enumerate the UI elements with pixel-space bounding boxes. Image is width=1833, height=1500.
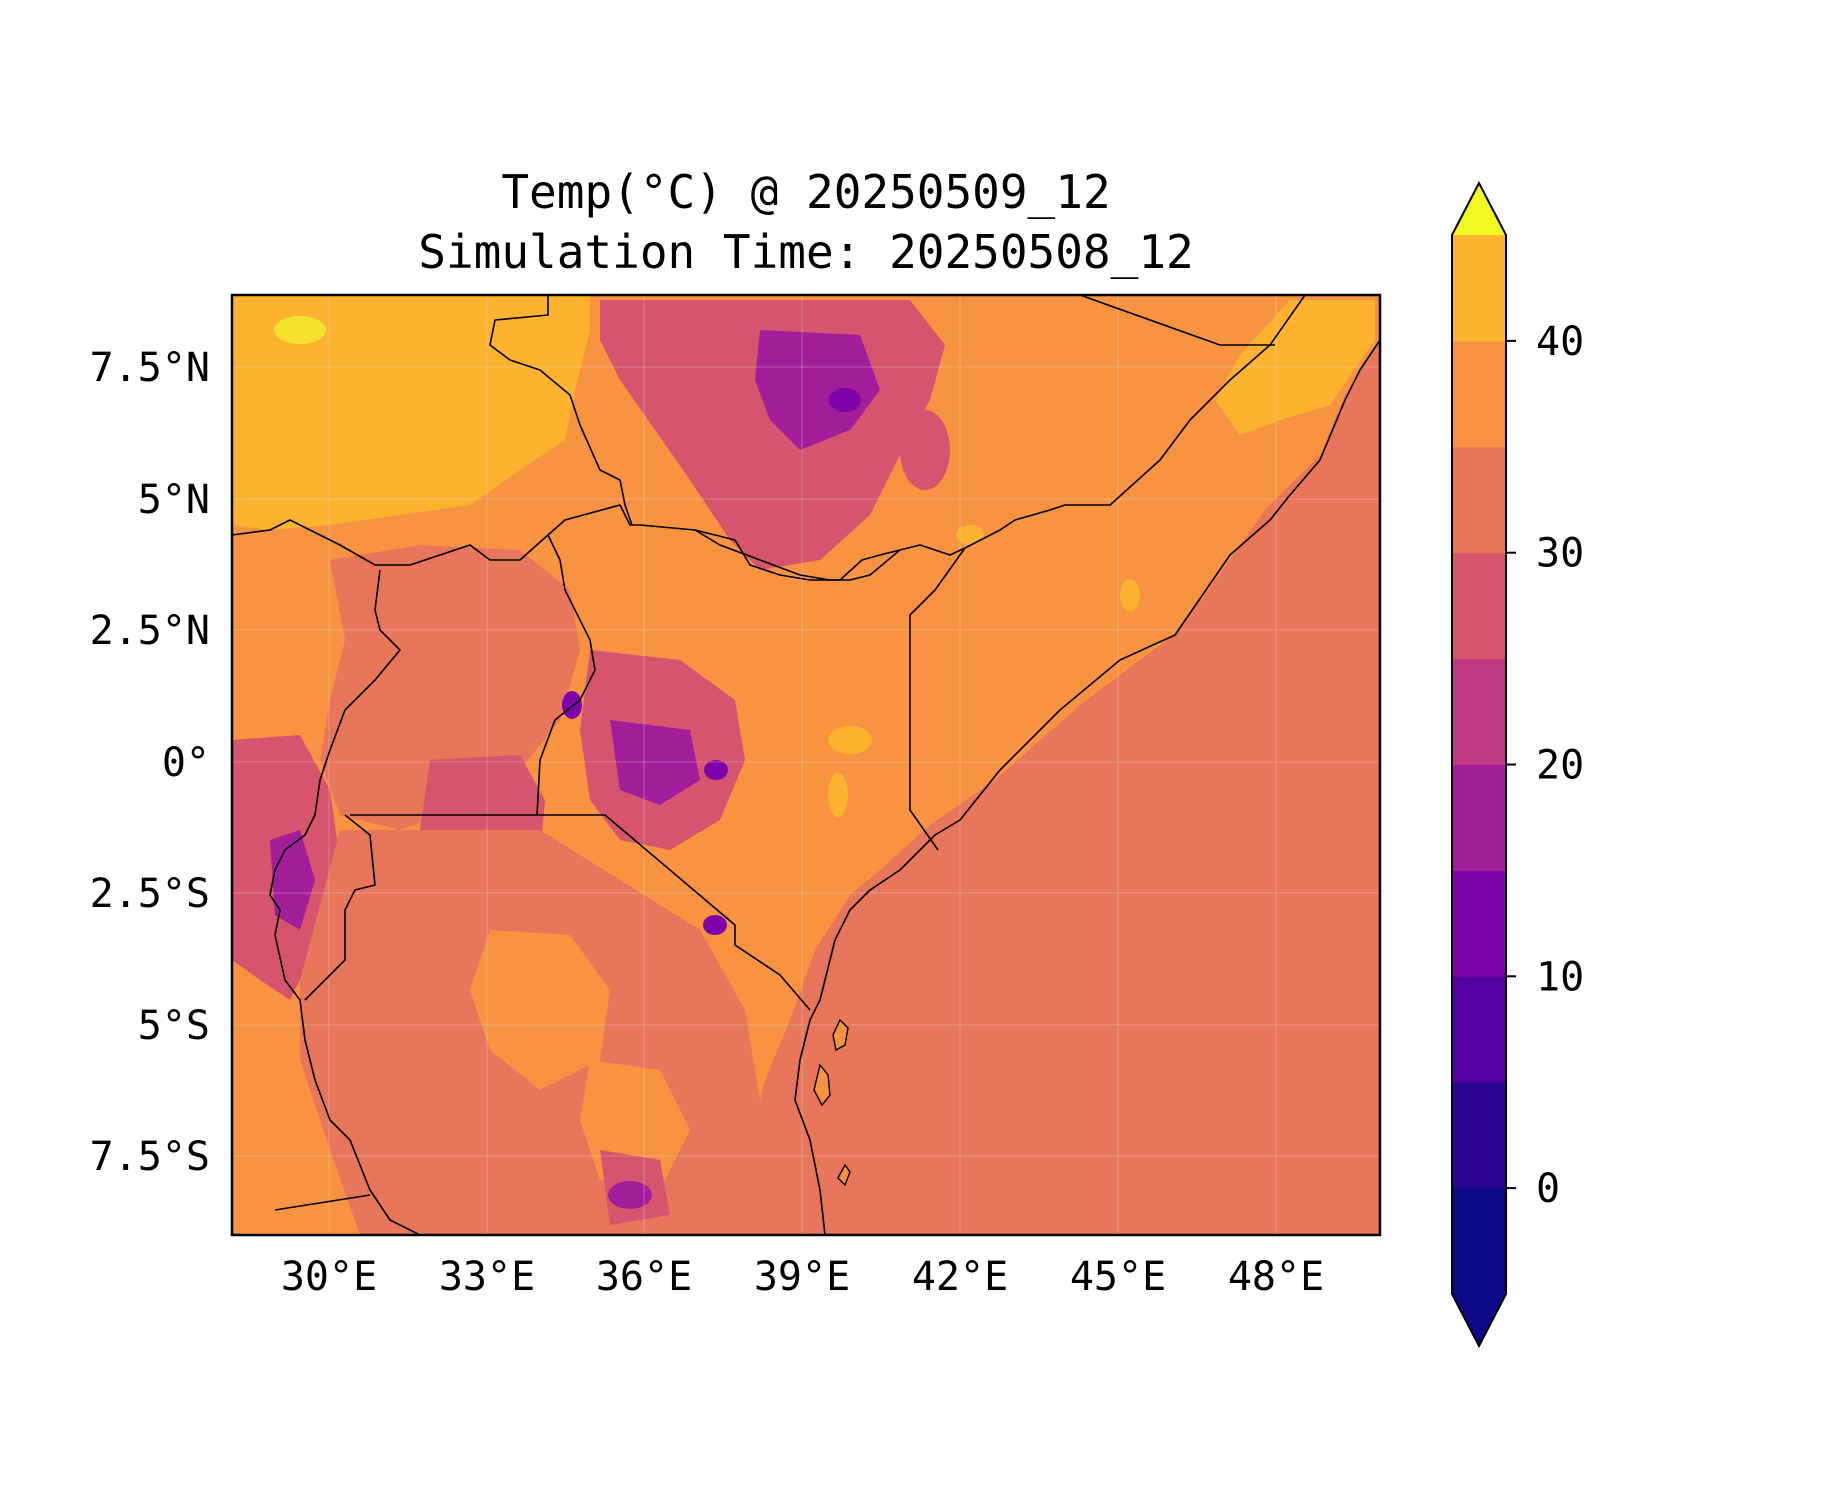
colorbar-band <box>1452 446 1506 554</box>
ethiopian-ridge-east <box>900 410 950 490</box>
rwanda-burundi-border <box>304 814 376 1001</box>
hot-patch-kenya-east <box>828 726 872 754</box>
uganda-drc-border <box>304 569 401 836</box>
hot-patch-north <box>274 316 326 344</box>
y-tick-label: 5°N <box>138 477 210 523</box>
colorbar-band <box>1452 552 1506 660</box>
y-tick-label: 7.5°S <box>90 1134 210 1180</box>
uganda-kenya-border <box>536 534 596 816</box>
hot-patch-kenya-south <box>828 773 848 817</box>
y-tick-label: 2.5°S <box>90 871 210 917</box>
x-tick-label: 45°E <box>1070 1254 1166 1300</box>
colorbar-band <box>1452 235 1506 342</box>
ethiopian-peak <box>829 388 861 412</box>
country-borders <box>232 295 1380 1235</box>
sudan-ethiopia-border <box>489 295 633 526</box>
colorbar-tick-label: 20 <box>1536 743 1584 789</box>
zanzibar-island <box>813 1063 831 1107</box>
x-axis-ticks: 30°E 33°E 36°E 39°E 42°E 45°E 48°E <box>281 1254 1324 1300</box>
x-tick-label: 42°E <box>912 1254 1008 1300</box>
plot-title-line1: Temp(°C) @ 20250509_12 <box>501 165 1110 219</box>
colorbar-band <box>1452 1082 1506 1189</box>
southern-highlands-core <box>608 1181 652 1209</box>
x-tick-label: 36°E <box>596 1254 692 1300</box>
map-frame <box>230 293 1382 1237</box>
mafia-island <box>837 1163 851 1187</box>
colorbar-band <box>1452 340 1506 448</box>
kenya-tanzania-border <box>538 814 811 1011</box>
colorbar-bands <box>1452 235 1506 1295</box>
south-sudan-border <box>232 504 966 581</box>
x-tick-label: 30°E <box>281 1254 377 1300</box>
y-tick-label: 5°S <box>138 1003 210 1049</box>
colorbar-extend-low <box>1452 1294 1506 1346</box>
colorbar-band <box>1452 870 1506 977</box>
colorbar-band <box>1452 764 1506 871</box>
hot-patch-ogaden <box>1120 579 1140 611</box>
colorbar-tick-label: 0 <box>1536 1166 1560 1212</box>
rwanda-burundi-highlands <box>270 830 315 930</box>
colorbar-outline <box>1451 180 1507 1349</box>
kilimanjaro-peak <box>703 915 727 935</box>
y-tick-label: 2.5°N <box>90 608 210 654</box>
colorbar-tick-label: 40 <box>1536 319 1584 365</box>
hot-patch-somalia <box>956 525 984 545</box>
x-tick-label: 39°E <box>754 1254 850 1300</box>
gridlines <box>232 295 1380 1235</box>
ethiopia-kenya-border <box>694 529 901 581</box>
colorbar-band <box>1452 1188 1506 1295</box>
map-field <box>232 295 1380 1235</box>
colorbar-band <box>1452 658 1506 765</box>
pemba-island <box>832 1018 849 1052</box>
y-tick-label: 7.5°N <box>90 345 210 391</box>
x-tick-label: 48°E <box>1228 1254 1324 1300</box>
ethiopia-somalia-border <box>964 295 1306 549</box>
zambia-border <box>274 1194 371 1211</box>
colorbar-band <box>1452 976 1506 1083</box>
colorbar-tick-label: 30 <box>1536 531 1584 577</box>
tanzania-central-plateau <box>470 930 610 1090</box>
colorbar-ticks: 0 10 20 30 40 <box>1506 319 1584 1212</box>
somali-coastal-hot <box>1215 300 1375 435</box>
ethiopian-highlands-core <box>755 330 880 450</box>
elgon-peak <box>562 691 582 719</box>
kenya-highlands-core <box>610 720 700 805</box>
kenya-somalia-border <box>909 547 966 851</box>
x-tick-label: 33°E <box>439 1254 535 1300</box>
coastline <box>794 339 1380 1235</box>
drc-lakes-border <box>269 834 421 1235</box>
colorbar: 0 10 20 30 40 <box>1451 180 1584 1349</box>
y-tick-label: 0° <box>162 740 210 786</box>
somalia-north-border <box>1079 295 1275 346</box>
colorbar-tick-label: 10 <box>1536 954 1584 1000</box>
plot-title-line2: Simulation Time: 20250508_12 <box>418 225 1193 279</box>
y-axis-ticks: 7.5°N 5°N 2.5°N 0° 2.5°S 5°S 7.5°S <box>90 345 210 1180</box>
mount-kenya-peak <box>704 760 728 780</box>
colorbar-extend-high <box>1452 183 1506 235</box>
